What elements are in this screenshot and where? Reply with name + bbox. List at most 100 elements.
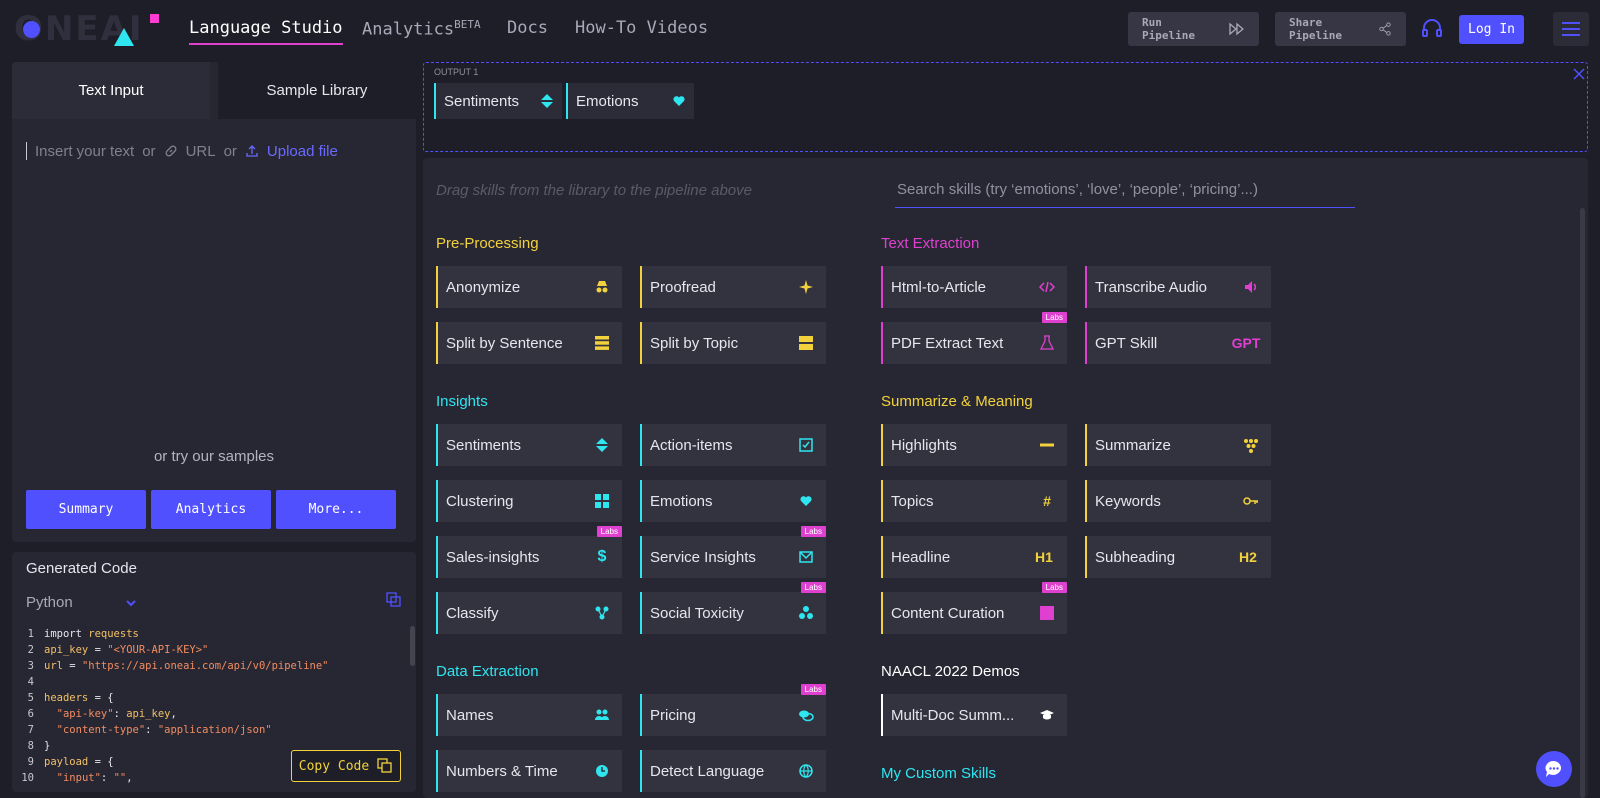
skill-social-toxicity[interactable]: Social Toxicity Labs xyxy=(640,582,826,634)
share-pipeline-button[interactable]: Share Pipeline xyxy=(1275,12,1406,46)
sparkle-icon xyxy=(796,277,816,297)
skill-gpt[interactable]: GPT Skill GPT xyxy=(1085,322,1271,364)
chat-support-button[interactable] xyxy=(1536,751,1572,787)
nav-label: Analytics xyxy=(362,19,455,40)
labs-badge: Labs xyxy=(800,526,826,537)
url-link[interactable]: URL xyxy=(185,142,216,160)
skill-emotions[interactable]: Emotions xyxy=(640,480,826,522)
h2-icon: H2 xyxy=(1239,549,1257,565)
hamburger-menu-button[interactable] xyxy=(1553,12,1589,46)
tab-text-input[interactable]: Text Input xyxy=(12,62,210,119)
top-bar: ONEAI Language Studio AnalyticsBETA Docs… xyxy=(0,0,1600,58)
pipeline-chip-sentiments[interactable]: Sentiments xyxy=(434,83,562,119)
skill-label: Headline xyxy=(891,548,951,566)
section-text-extraction: Text Extraction xyxy=(881,235,980,252)
code-scrollbar[interactable] xyxy=(410,626,415,666)
login-button[interactable]: Log In xyxy=(1459,15,1524,44)
skill-subheading[interactable]: Subheading H2 xyxy=(1085,536,1271,578)
skill-html-to-article[interactable]: Html-to-Article xyxy=(881,266,1067,308)
clock-icon xyxy=(592,761,612,781)
section-data-extraction: Data Extraction xyxy=(436,663,539,680)
skill-anonymize[interactable]: Anonymize xyxy=(436,266,622,308)
chevron-down-icon[interactable] xyxy=(124,596,138,610)
section-insights: Insights xyxy=(436,393,488,410)
run-pipeline-button[interactable]: Run Pipeline xyxy=(1128,12,1259,46)
or-separator: or xyxy=(223,142,237,160)
sample-summary-button[interactable]: Summary xyxy=(26,490,146,529)
skill-label: Service Insights xyxy=(650,548,756,566)
copy-code-button[interactable]: Copy Code xyxy=(291,750,401,782)
skill-pdf-extract-text[interactable]: PDF Extract Text Labs xyxy=(881,312,1067,364)
nav-how-to-videos[interactable]: How-To Videos xyxy=(575,18,708,38)
section-pre-processing: Pre-Processing xyxy=(436,235,539,252)
skill-label: Sales-insights xyxy=(446,548,540,566)
tab-sample-library[interactable]: Sample Library xyxy=(218,62,416,119)
skill-label: Highlights xyxy=(891,436,957,454)
skill-label: Social Toxicity xyxy=(650,604,744,622)
skill-sentiments[interactable]: Sentiments xyxy=(436,424,622,466)
nav-analytics[interactable]: AnalyticsBETA xyxy=(362,18,481,40)
support-headset-icon[interactable] xyxy=(1420,17,1444,41)
search-skills-input[interactable]: Search skills (try ‘emotions’, ‘love’, ‘… xyxy=(895,172,1355,208)
skill-label: Pricing xyxy=(650,706,696,724)
skill-names[interactable]: Names xyxy=(436,694,622,736)
nav-label: How-To Videos xyxy=(575,18,709,38)
skill-topics[interactable]: Topics # xyxy=(881,480,1067,522)
skill-sales-insights[interactable]: Sales-insights $ Labs xyxy=(436,526,622,578)
section-naacl-demos: NAACL 2022 Demos xyxy=(881,663,1020,680)
skill-label: Topics xyxy=(891,492,934,510)
skill-detect-language[interactable]: Detect Language xyxy=(640,750,826,792)
logo-dot xyxy=(23,21,40,38)
skill-label: Detect Language xyxy=(650,762,765,780)
pipeline-chip-emotions[interactable]: Emotions xyxy=(566,83,694,119)
copy-icon[interactable] xyxy=(386,592,402,608)
section-my-custom-skills: My Custom Skills xyxy=(881,765,997,782)
skill-headline[interactable]: Headline H1 xyxy=(881,536,1067,578)
skill-split-by-sentence[interactable]: Split by Sentence xyxy=(436,322,622,364)
skill-highlights[interactable]: Highlights xyxy=(881,424,1067,466)
skill-pricing[interactable]: Pricing Labs xyxy=(640,684,826,736)
skill-multi-doc-summ[interactable]: Multi-Doc Summ... xyxy=(881,694,1067,736)
skill-numbers-time[interactable]: Numbers & Time xyxy=(436,750,622,792)
menu-icon xyxy=(1562,22,1580,36)
sample-more-button[interactable]: More... xyxy=(276,490,396,529)
language-select[interactable]: Python xyxy=(26,594,73,611)
code-block: 1 import requests 2 api_key = "<YOUR-API-K… xyxy=(21,628,329,784)
coins-icon xyxy=(796,705,816,725)
skill-service-insights[interactable]: Service Insights Labs xyxy=(640,526,826,578)
skill-label: Numbers & Time xyxy=(446,762,558,780)
labs-badge: Labs xyxy=(800,684,826,695)
skill-transcribe-audio[interactable]: Transcribe Audio xyxy=(1085,266,1271,308)
skill-label: Names xyxy=(446,706,494,724)
graduation-cap-icon xyxy=(1037,705,1057,725)
skill-label: Summarize xyxy=(1095,436,1171,454)
skill-split-by-topic[interactable]: Split by Topic xyxy=(640,322,826,364)
skill-content-curation[interactable]: Content Curation Labs xyxy=(881,582,1067,634)
skill-action-items[interactable]: Action-items xyxy=(640,424,826,466)
output-label: OUTPUT 1 xyxy=(434,67,479,77)
share-icon xyxy=(1379,22,1391,36)
skill-label: Content Curation xyxy=(891,604,1005,622)
nav-label: Language Studio xyxy=(189,18,343,38)
skill-summarize[interactable]: Summarize xyxy=(1085,424,1271,466)
nav-docs[interactable]: Docs xyxy=(507,18,548,38)
skill-keywords[interactable]: Keywords xyxy=(1085,480,1271,522)
skill-classify[interactable]: Classify xyxy=(436,592,622,634)
heart-icon xyxy=(796,491,816,511)
skill-library-panel: Drag skills from the library to the pipe… xyxy=(423,158,1588,798)
library-scrollbar[interactable] xyxy=(1580,208,1585,798)
skill-clustering[interactable]: Clustering xyxy=(436,480,622,522)
close-icon[interactable] xyxy=(1572,67,1586,81)
output-pipeline-dropzone[interactable]: OUTPUT 1 Sentiments Emotions xyxy=(423,62,1588,152)
try-samples-text: or try our samples xyxy=(153,448,275,465)
skill-proofread[interactable]: Proofread xyxy=(640,266,826,308)
nav-label: Docs xyxy=(507,18,548,38)
text-input-area[interactable]: Insert your text or URL or Upload file xyxy=(26,142,338,160)
text-caret xyxy=(26,142,27,160)
oneai-logo[interactable]: ONEAI xyxy=(14,12,164,46)
nav-language-studio[interactable]: Language Studio xyxy=(189,18,343,45)
gpt-icon: GPT xyxy=(1231,335,1261,351)
upload-file-link[interactable]: Upload file xyxy=(266,142,338,160)
envelope-icon xyxy=(796,547,816,567)
sample-analytics-button[interactable]: Analytics xyxy=(151,490,271,529)
